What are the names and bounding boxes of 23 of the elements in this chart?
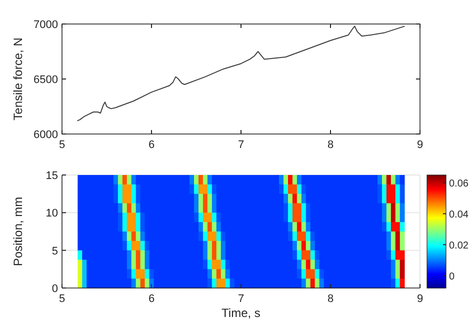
x-tick-label: 8 xyxy=(327,293,334,305)
x-axis-title: Time, s xyxy=(222,306,260,320)
x-tick-label: 6 xyxy=(148,293,155,305)
color-bar-label: 0.02 xyxy=(449,240,469,252)
line-series xyxy=(76,26,406,122)
y-tick-label: 10 xyxy=(46,208,58,220)
color-bar-label: 0.04 xyxy=(449,210,469,221)
y-axis-title: Position, mm xyxy=(11,196,25,266)
y-axis-title: Tensile force, N xyxy=(11,38,25,120)
x-tick-label: 9 xyxy=(416,293,424,305)
y-tick-label: 15 xyxy=(46,170,58,182)
y-tick-label: 7000 xyxy=(34,19,58,31)
x-tick-label: 8 xyxy=(327,139,334,151)
x-tick-label: 7 xyxy=(238,293,244,305)
color-bar-label: 0 xyxy=(449,272,455,283)
color-bar-label: 0.06 xyxy=(449,178,469,190)
x-tick-label: 9 xyxy=(416,139,424,151)
y-tick-label: 0 xyxy=(52,283,58,295)
y-tick-label: 6000 xyxy=(34,129,58,141)
x-tick-label: 6 xyxy=(148,139,155,151)
y-tick-label: 5 xyxy=(52,245,58,258)
x-tick-label: 7 xyxy=(238,139,244,151)
y-tick-label: 6500 xyxy=(34,74,58,86)
